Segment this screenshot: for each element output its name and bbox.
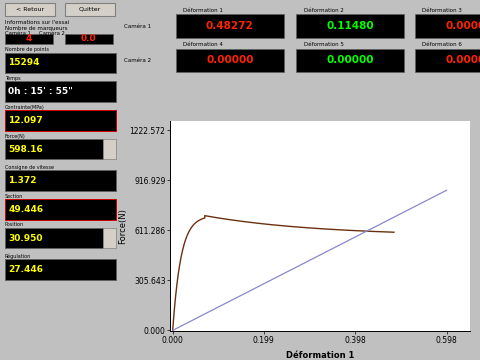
- Text: 4: 4: [25, 34, 32, 43]
- Text: 49.446: 49.446: [9, 205, 44, 214]
- Text: Nombre de points: Nombre de points: [5, 47, 49, 52]
- Text: < Retour: < Retour: [16, 7, 44, 12]
- Text: Section: Section: [5, 194, 23, 199]
- X-axis label: Déformation 1: Déformation 1: [286, 351, 355, 360]
- FancyBboxPatch shape: [296, 14, 404, 38]
- FancyBboxPatch shape: [5, 34, 53, 44]
- Text: Force(N): Force(N): [5, 134, 25, 139]
- FancyBboxPatch shape: [5, 139, 103, 159]
- Text: 0.0: 0.0: [81, 34, 96, 43]
- Text: Caméra 1     Caméra 2: Caméra 1 Caméra 2: [5, 31, 65, 36]
- FancyBboxPatch shape: [5, 110, 117, 131]
- Text: Déformation 1: Déformation 1: [183, 8, 223, 13]
- Text: 27.446: 27.446: [9, 265, 43, 274]
- FancyBboxPatch shape: [176, 14, 284, 38]
- Text: 12.097: 12.097: [9, 116, 43, 125]
- Text: Caméra 2: Caméra 2: [124, 58, 151, 63]
- Text: 0.00000: 0.00000: [445, 21, 480, 31]
- FancyBboxPatch shape: [5, 199, 117, 220]
- Text: Contrainte(MPa): Contrainte(MPa): [5, 105, 45, 110]
- FancyBboxPatch shape: [65, 34, 113, 44]
- FancyBboxPatch shape: [296, 49, 404, 72]
- FancyBboxPatch shape: [5, 53, 117, 73]
- FancyBboxPatch shape: [103, 228, 116, 248]
- Text: 0.11480: 0.11480: [326, 21, 374, 31]
- FancyBboxPatch shape: [176, 49, 284, 72]
- FancyBboxPatch shape: [5, 170, 117, 191]
- Text: 0.00000: 0.00000: [327, 55, 374, 65]
- Text: Déformation 2: Déformation 2: [304, 8, 344, 13]
- Text: Déformation 3: Déformation 3: [422, 8, 462, 13]
- Text: 0.00000: 0.00000: [206, 55, 253, 65]
- FancyBboxPatch shape: [103, 139, 116, 159]
- Text: Position: Position: [5, 222, 24, 228]
- Text: Informations sur l'essai: Informations sur l'essai: [5, 20, 69, 25]
- Text: Consigne de vitesse: Consigne de vitesse: [5, 165, 54, 170]
- Text: Quitter: Quitter: [79, 7, 101, 12]
- Text: Caméra 1: Caméra 1: [124, 24, 151, 29]
- Text: 15294: 15294: [9, 58, 40, 67]
- FancyBboxPatch shape: [415, 49, 480, 72]
- Text: Régulation: Régulation: [5, 253, 31, 259]
- Text: Nombre de marqueurs: Nombre de marqueurs: [5, 26, 67, 31]
- FancyBboxPatch shape: [5, 81, 117, 102]
- Text: 598.16: 598.16: [9, 145, 43, 154]
- Text: Déformation 6: Déformation 6: [422, 42, 462, 47]
- Y-axis label: Force(N): Force(N): [118, 208, 127, 244]
- Text: 1.372: 1.372: [9, 176, 37, 185]
- Text: 30.950: 30.950: [9, 234, 43, 243]
- Text: 0h : 15' : 55": 0h : 15' : 55": [9, 87, 73, 96]
- FancyBboxPatch shape: [65, 3, 115, 16]
- Text: 0.48272: 0.48272: [206, 21, 253, 31]
- Text: 0.00000: 0.00000: [445, 55, 480, 65]
- FancyBboxPatch shape: [5, 3, 55, 16]
- Text: Déformation 5: Déformation 5: [304, 42, 344, 47]
- FancyBboxPatch shape: [415, 14, 480, 38]
- FancyBboxPatch shape: [5, 228, 103, 248]
- Text: Déformation 4: Déformation 4: [183, 42, 223, 47]
- Text: Temps: Temps: [5, 76, 21, 81]
- FancyBboxPatch shape: [5, 259, 117, 280]
